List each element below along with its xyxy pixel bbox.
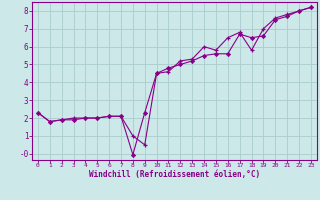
- X-axis label: Windchill (Refroidissement éolien,°C): Windchill (Refroidissement éolien,°C): [89, 170, 260, 179]
